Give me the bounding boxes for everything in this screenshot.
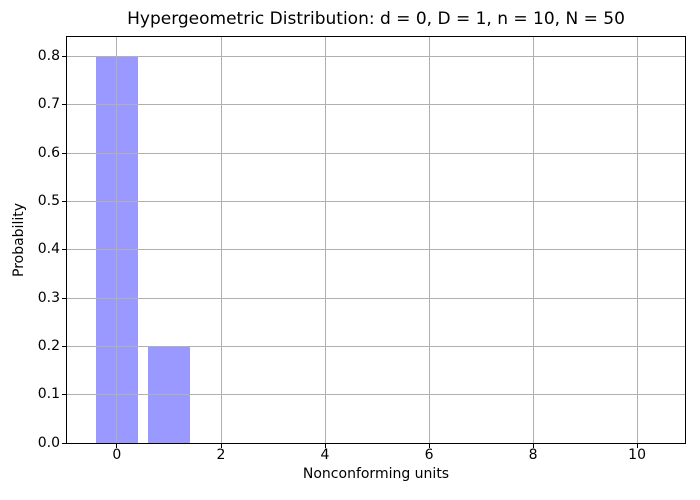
x-tick bbox=[220, 444, 222, 448]
x-tick bbox=[116, 444, 118, 448]
y-tick bbox=[62, 55, 66, 57]
gridline-vertical bbox=[116, 37, 118, 443]
gridline-vertical bbox=[636, 37, 638, 443]
gridline-horizontal bbox=[67, 394, 685, 396]
x-tick bbox=[636, 444, 638, 448]
y-tick-label: 0.3 bbox=[37, 289, 60, 306]
gridline-vertical bbox=[220, 37, 222, 443]
gridline-vertical bbox=[324, 37, 326, 443]
y-tick-label: 0.8 bbox=[37, 47, 60, 64]
x-tick-label: 6 bbox=[424, 447, 434, 463]
x-tick bbox=[428, 444, 430, 448]
y-tick-label: 0.4 bbox=[37, 241, 60, 258]
gridline-horizontal bbox=[67, 345, 685, 347]
y-tick bbox=[62, 394, 66, 396]
x-tick-label: 4 bbox=[320, 447, 330, 463]
y-tick-label: 0.7 bbox=[37, 96, 60, 113]
y-tick bbox=[62, 152, 66, 154]
x-tick bbox=[532, 444, 534, 448]
gridline-horizontal bbox=[67, 200, 685, 202]
gridline-horizontal bbox=[67, 104, 685, 106]
x-tick-label: 10 bbox=[628, 447, 646, 463]
y-tick bbox=[62, 297, 66, 299]
y-tick-label: 0.6 bbox=[37, 144, 60, 161]
gridline-horizontal bbox=[67, 249, 685, 251]
y-tick-label: 0.2 bbox=[37, 337, 60, 354]
gridline-vertical bbox=[532, 37, 534, 443]
chart-title: Hypergeometric Distribution: d = 0, D = … bbox=[127, 9, 625, 29]
y-tick-label: 0.1 bbox=[37, 386, 60, 403]
y-tick-label: 0.5 bbox=[37, 192, 60, 209]
gridline-horizontal bbox=[67, 55, 685, 57]
y-tick bbox=[62, 200, 66, 202]
x-axis-label: Nonconforming units bbox=[302, 466, 450, 482]
gridline-horizontal bbox=[67, 297, 685, 299]
y-tick bbox=[62, 345, 66, 347]
y-tick bbox=[62, 104, 66, 106]
y-tick bbox=[62, 249, 66, 251]
y-tick bbox=[62, 442, 66, 444]
x-tick-label: 8 bbox=[528, 447, 538, 463]
gridline-vertical bbox=[428, 37, 430, 443]
x-tick-label: 2 bbox=[216, 447, 226, 463]
x-tick-label: 0 bbox=[112, 447, 122, 463]
gridline-horizontal bbox=[67, 152, 685, 154]
y-axis-label: Probability bbox=[11, 202, 27, 278]
y-tick-label: 0.0 bbox=[37, 434, 60, 451]
x-tick bbox=[324, 444, 326, 448]
